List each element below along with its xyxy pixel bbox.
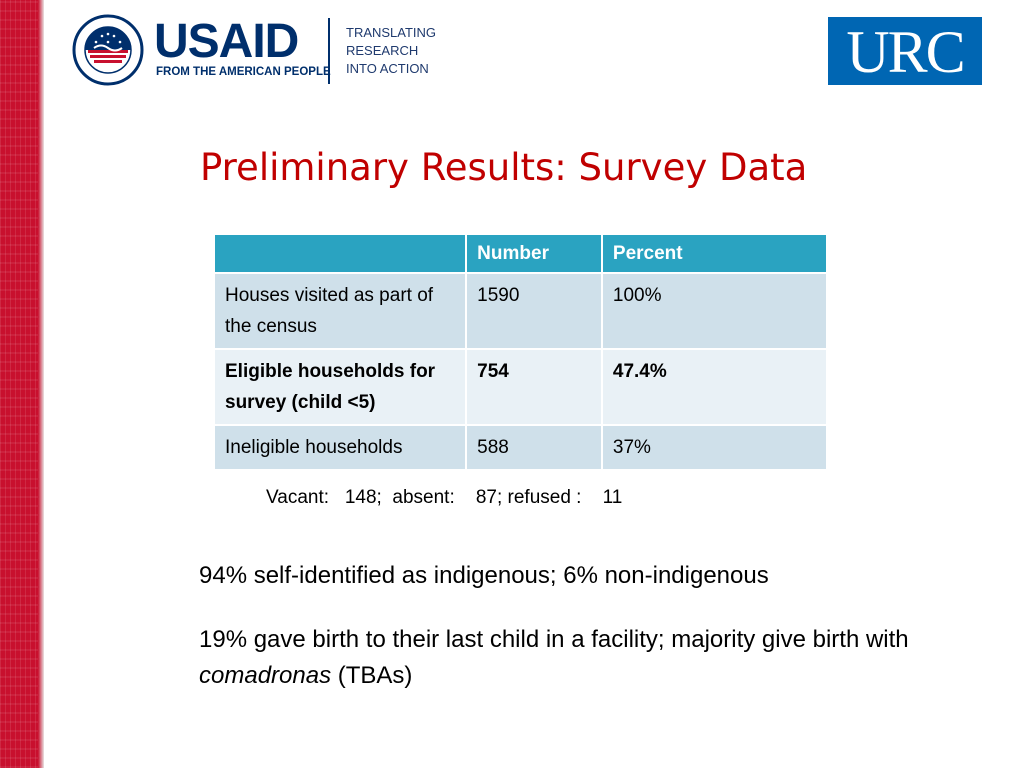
- usaid-tagline: FROM THE AMERICAN PEOPLE: [156, 66, 331, 78]
- translating-research-tagline: TRANSLATING RESEARCH INTO ACTION: [346, 24, 436, 78]
- exclusion-note: Vacant: 148; absent: 87; refused : 11: [266, 487, 623, 508]
- table-row: Houses visited as part of the census 159…: [212, 272, 829, 350]
- row-label: Eligible households for survey (child <5…: [212, 348, 468, 426]
- header-cell-percent: Percent: [600, 233, 829, 274]
- logo-divider: [328, 18, 330, 84]
- row-percent: 100%: [600, 272, 829, 350]
- table-row: Eligible households for survey (child <5…: [212, 348, 829, 426]
- usaid-seal-icon: [72, 14, 144, 86]
- row-number: 1590: [465, 272, 603, 350]
- header-cell-number: Number: [465, 233, 603, 274]
- facility-birth-suffix: (TBAs): [331, 662, 413, 689]
- urc-logo: URC: [828, 17, 982, 85]
- tagline-line-3: INTO ACTION: [346, 61, 429, 76]
- comadronas-term: comadronas: [199, 662, 332, 689]
- usaid-logo: USAID FROM THE AMERICAN PEOPLE TRANSLATI…: [72, 14, 462, 86]
- tagline-line-1: TRANSLATING: [346, 25, 437, 40]
- indigenous-statement: 94% self-identified as indigenous; 6% no…: [199, 562, 769, 589]
- row-percent: 37%: [600, 424, 829, 471]
- row-label: Houses visited as part of the census: [212, 272, 468, 350]
- row-label: Ineligible households: [212, 424, 468, 471]
- slide-title: Preliminary Results: Survey Data: [200, 146, 808, 189]
- table-header-row: Number Percent: [212, 233, 829, 274]
- usaid-wordmark: USAID: [154, 15, 299, 68]
- header-cell-empty: [212, 233, 468, 274]
- row-number: 588: [465, 424, 603, 471]
- row-number: 754: [465, 348, 603, 426]
- left-decorative-stripe: [0, 0, 44, 768]
- survey-data-table: Number Percent Houses visited as part of…: [212, 233, 829, 471]
- row-percent: 47.4%: [600, 348, 829, 426]
- facility-birth-statement: 19% gave birth to their last child in a …: [199, 622, 959, 694]
- facility-birth-text: 19% gave birth to their last child in a …: [199, 626, 909, 653]
- tagline-line-2: RESEARCH: [346, 43, 419, 58]
- table-row: Ineligible households 588 37%: [212, 424, 829, 471]
